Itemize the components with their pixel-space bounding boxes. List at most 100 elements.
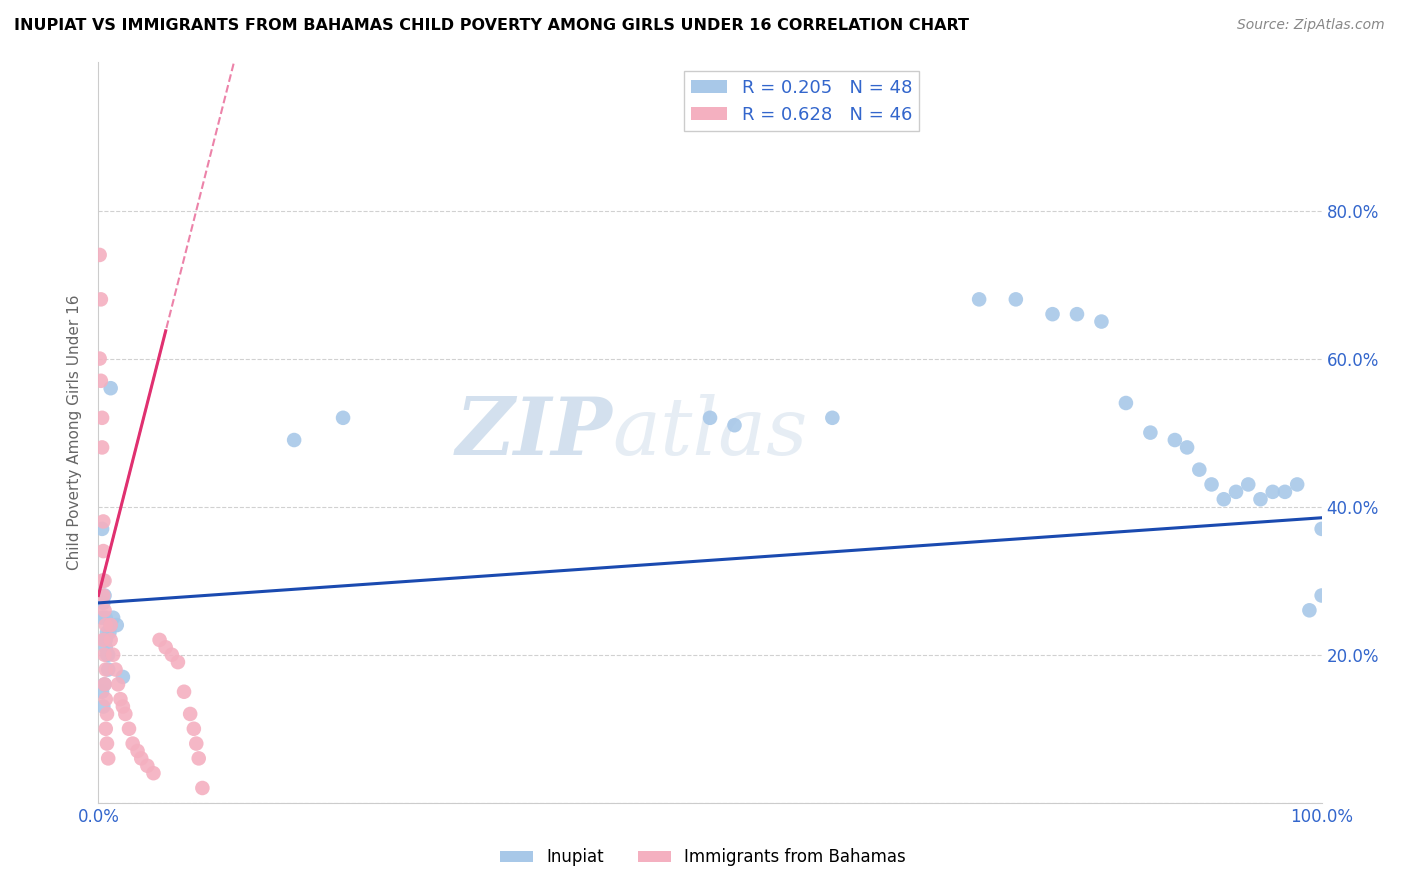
Point — [91, 574, 114, 588]
Point — [1004, 293, 1026, 307]
Point — [100, 618, 122, 632]
Point — [94, 692, 117, 706]
Point — [136, 758, 159, 772]
Point — [1188, 462, 1211, 476]
Text: Source: ZipAtlas.com: Source: ZipAtlas.com — [1237, 18, 1385, 32]
Point — [93, 603, 115, 617]
Point — [104, 663, 127, 677]
Point — [167, 655, 190, 669]
Point — [91, 441, 114, 455]
Point — [91, 596, 114, 610]
Point — [821, 410, 844, 425]
Point — [93, 574, 115, 588]
Point — [1310, 522, 1333, 536]
Point — [93, 648, 115, 662]
Point — [160, 648, 183, 662]
Point — [127, 744, 149, 758]
Point — [93, 589, 115, 603]
Point — [111, 670, 134, 684]
Point — [91, 699, 114, 714]
Point — [1066, 307, 1088, 321]
Point — [1201, 477, 1223, 491]
Point — [155, 640, 177, 655]
Point — [93, 677, 115, 691]
Point — [183, 722, 205, 736]
Point — [97, 751, 120, 765]
Point — [100, 632, 122, 647]
Point — [100, 381, 122, 395]
Point — [186, 737, 208, 751]
Point — [93, 677, 115, 691]
Point — [1212, 492, 1234, 507]
Point — [91, 610, 114, 624]
Point — [121, 737, 143, 751]
Point — [101, 648, 124, 662]
Point — [1274, 484, 1296, 499]
Point — [1237, 477, 1260, 491]
Point — [91, 410, 114, 425]
Point — [97, 663, 120, 677]
Point — [118, 722, 141, 736]
Y-axis label: Child Poverty Among Girls Under 16: Child Poverty Among Girls Under 16 — [67, 295, 83, 570]
Point — [91, 589, 114, 603]
Legend: Inupiat, Immigrants from Bahamas: Inupiat, Immigrants from Bahamas — [494, 842, 912, 873]
Text: atlas: atlas — [612, 394, 807, 471]
Point — [94, 632, 117, 647]
Point — [129, 751, 152, 765]
Point — [96, 648, 118, 662]
Point — [94, 610, 117, 624]
Point — [93, 632, 115, 647]
Point — [91, 632, 114, 647]
Point — [111, 699, 134, 714]
Point — [94, 663, 117, 677]
Point — [723, 418, 745, 433]
Point — [90, 293, 112, 307]
Point — [90, 374, 112, 388]
Point — [1298, 603, 1320, 617]
Point — [1310, 589, 1333, 603]
Point — [1225, 484, 1247, 499]
Point — [94, 618, 117, 632]
Point — [283, 433, 305, 447]
Legend: R = 0.205   N = 48, R = 0.628   N = 46: R = 0.205 N = 48, R = 0.628 N = 46 — [685, 71, 920, 131]
Point — [179, 706, 201, 721]
Point — [101, 610, 124, 624]
Point — [91, 574, 114, 588]
Point — [110, 692, 132, 706]
Point — [191, 780, 214, 795]
Text: INUPIAT VS IMMIGRANTS FROM BAHAMAS CHILD POVERTY AMONG GIRLS UNDER 16 CORRELATIO: INUPIAT VS IMMIGRANTS FROM BAHAMAS CHILD… — [14, 18, 969, 33]
Point — [100, 618, 122, 632]
Point — [1261, 484, 1284, 499]
Point — [114, 706, 136, 721]
Point — [96, 737, 118, 751]
Point — [1115, 396, 1137, 410]
Point — [91, 515, 114, 529]
Point — [105, 618, 128, 632]
Point — [107, 677, 129, 691]
Point — [94, 722, 117, 736]
Point — [1164, 433, 1187, 447]
Point — [967, 293, 990, 307]
Point — [91, 685, 114, 699]
Text: ZIP: ZIP — [456, 394, 612, 471]
Point — [149, 632, 172, 647]
Point — [142, 766, 165, 780]
Point — [1090, 314, 1112, 328]
Point — [1175, 441, 1198, 455]
Point — [1139, 425, 1161, 440]
Point — [97, 648, 120, 662]
Point — [96, 625, 118, 640]
Point — [1249, 492, 1271, 507]
Point — [89, 351, 111, 366]
Point — [1286, 477, 1309, 491]
Point — [94, 640, 117, 655]
Point — [173, 685, 195, 699]
Point — [89, 248, 111, 262]
Point — [1042, 307, 1064, 321]
Point — [98, 625, 121, 640]
Point — [91, 544, 114, 558]
Point — [91, 522, 114, 536]
Point — [187, 751, 209, 765]
Point — [96, 706, 118, 721]
Point — [699, 410, 721, 425]
